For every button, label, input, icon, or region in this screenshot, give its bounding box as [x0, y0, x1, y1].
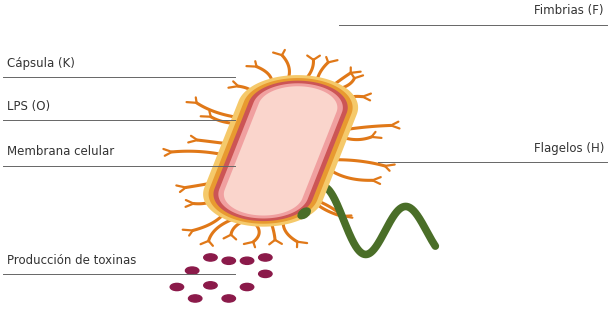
Polygon shape	[214, 81, 348, 221]
Text: LPS (O): LPS (O)	[7, 99, 51, 113]
Text: Producción de toxinas: Producción de toxinas	[7, 254, 137, 267]
Polygon shape	[224, 86, 337, 215]
Circle shape	[240, 283, 254, 291]
Circle shape	[204, 282, 217, 289]
Polygon shape	[203, 75, 358, 227]
Text: Fimbrias (F): Fimbrias (F)	[534, 4, 604, 17]
Circle shape	[222, 257, 235, 264]
Circle shape	[259, 254, 272, 261]
Circle shape	[185, 267, 199, 274]
Circle shape	[222, 295, 235, 302]
Circle shape	[259, 270, 272, 277]
Circle shape	[240, 257, 254, 264]
Text: Membrana celular: Membrana celular	[7, 145, 115, 158]
Polygon shape	[218, 83, 343, 218]
Text: Flagelos (H): Flagelos (H)	[534, 142, 604, 155]
Circle shape	[204, 254, 217, 261]
Circle shape	[188, 295, 202, 302]
Ellipse shape	[297, 207, 311, 219]
Polygon shape	[209, 78, 353, 224]
Circle shape	[170, 283, 184, 291]
Text: Cápsula (K): Cápsula (K)	[7, 57, 75, 70]
